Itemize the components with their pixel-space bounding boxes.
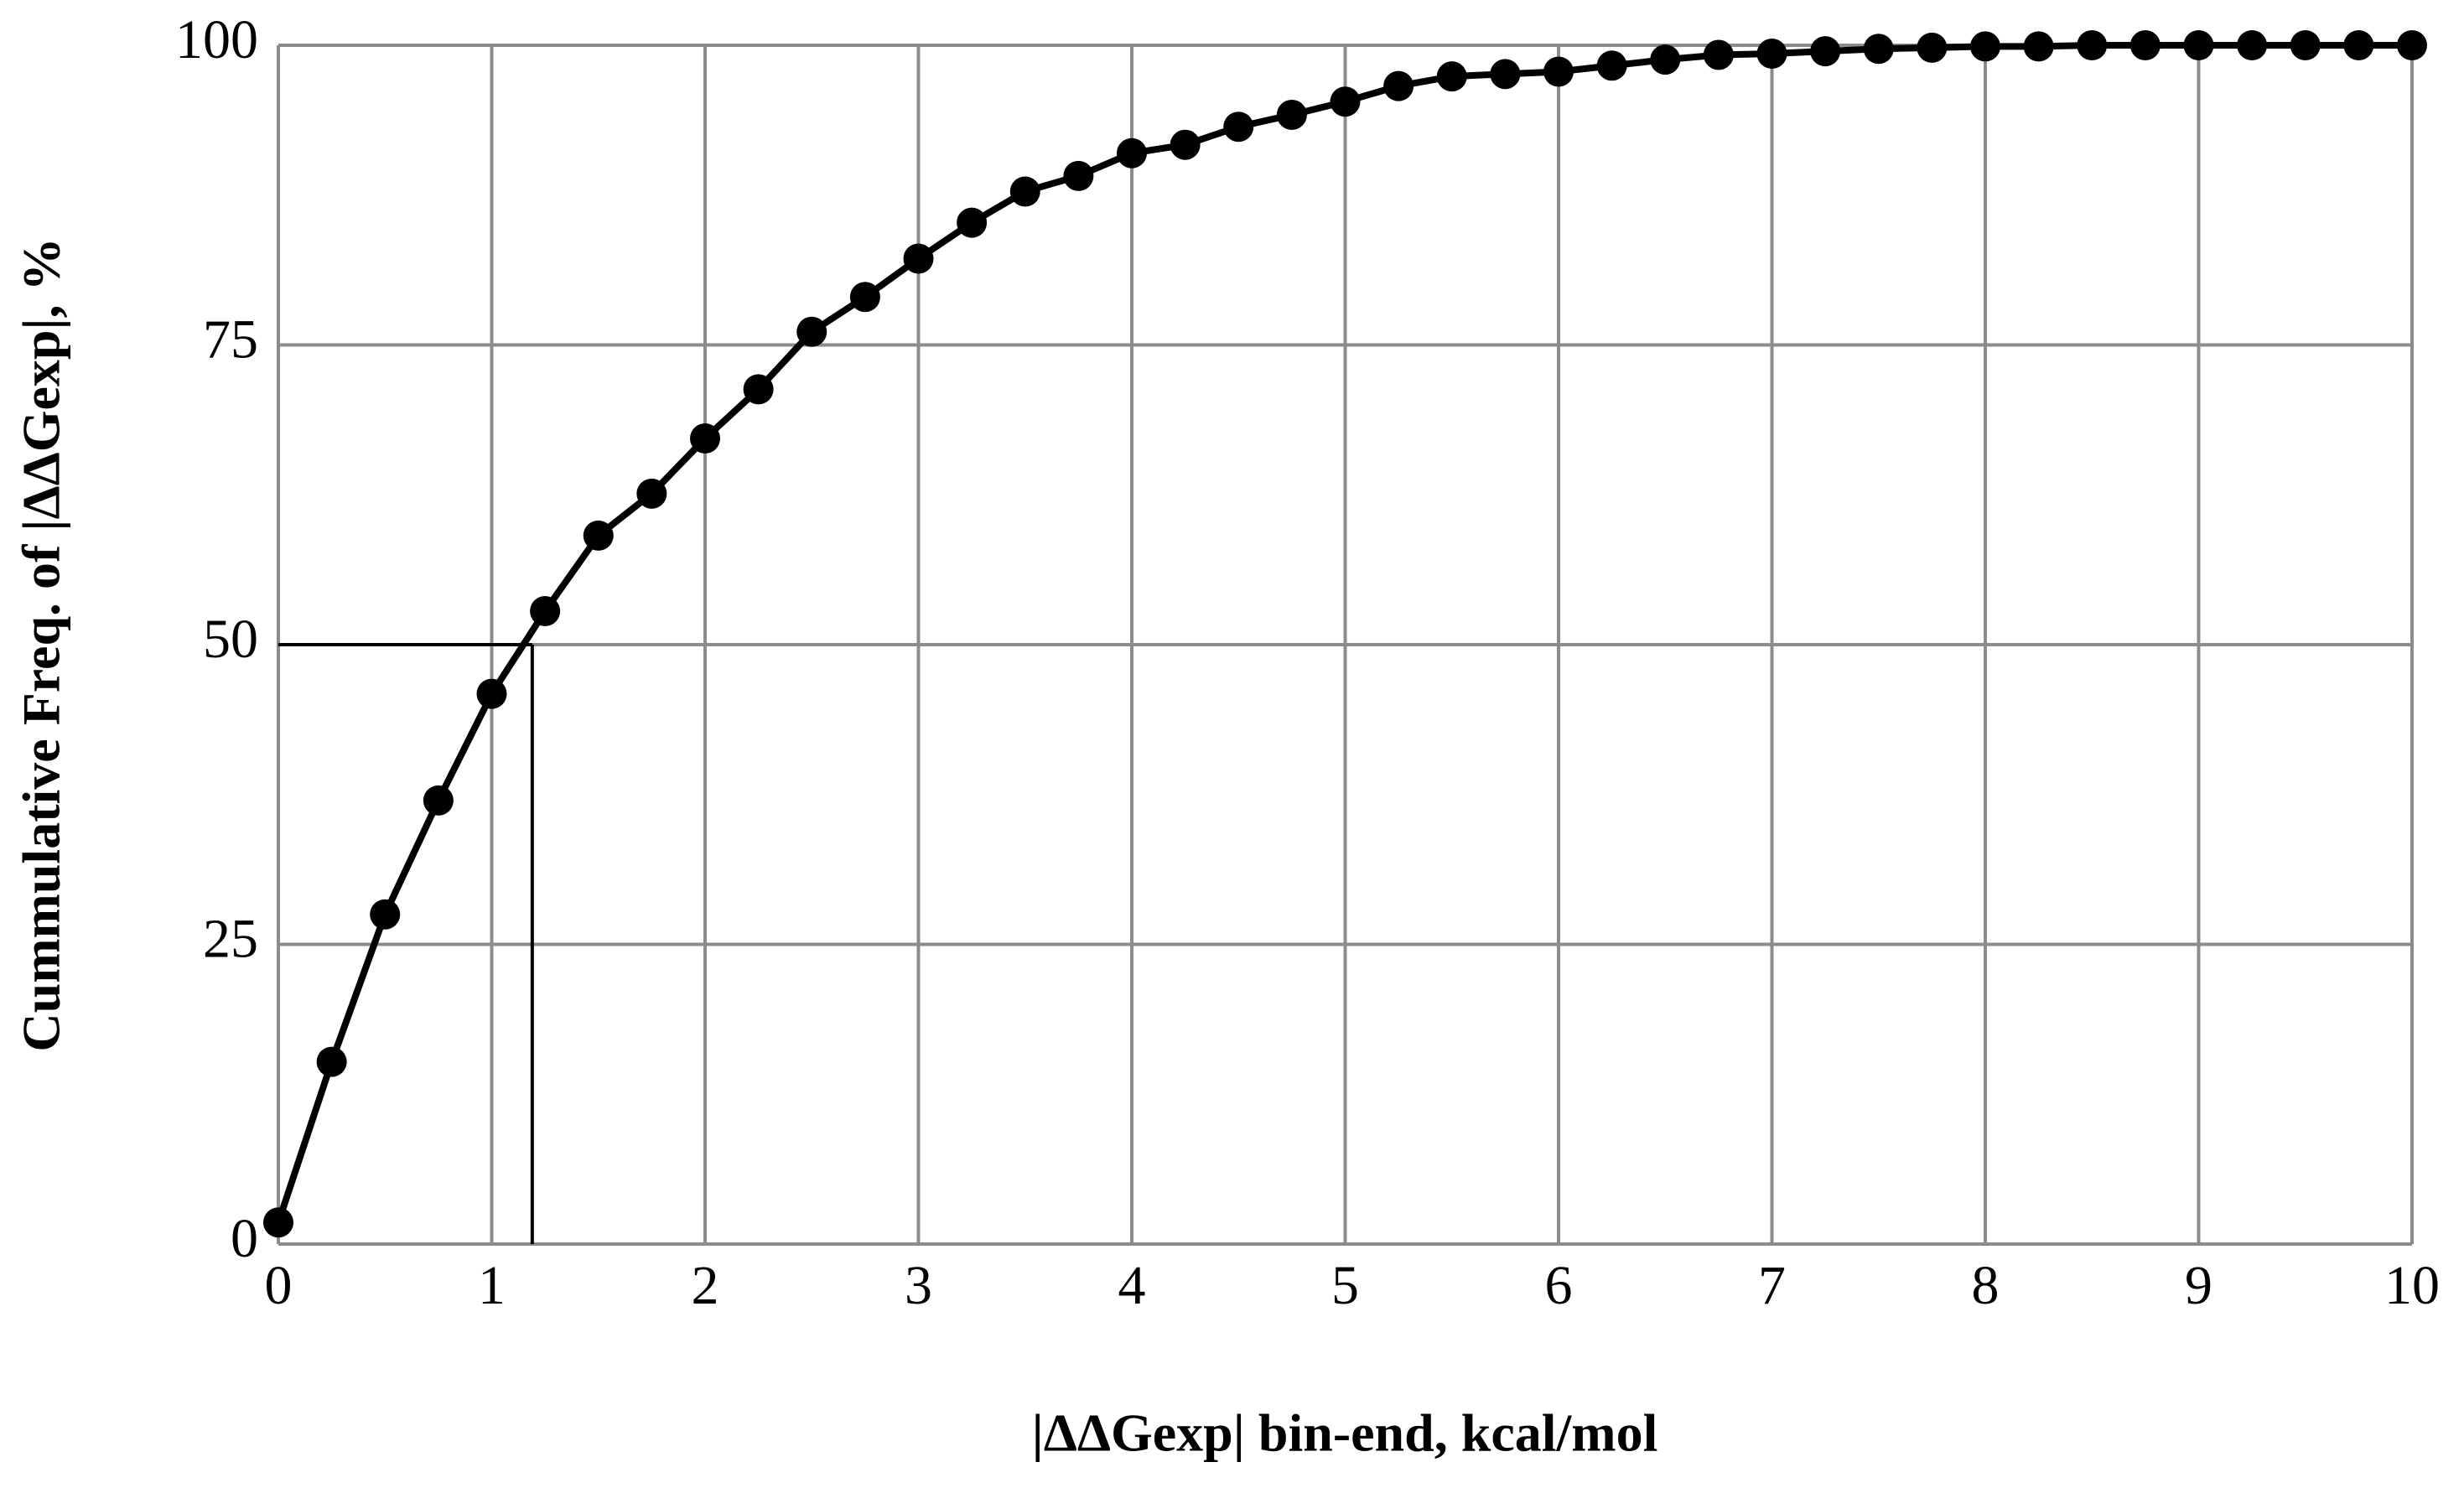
data-point: [1543, 56, 1574, 87]
data-point: [957, 207, 988, 238]
data-point: [370, 899, 401, 930]
data-point: [1063, 160, 1094, 191]
x-tick-label: 2: [692, 1255, 719, 1316]
x-tick-label: 0: [265, 1255, 293, 1316]
data-point: [849, 282, 880, 313]
data-point: [1970, 31, 2000, 62]
x-tick-label: 6: [1545, 1255, 1573, 1316]
data-point: [2183, 30, 2214, 60]
x-tick-label: 8: [1972, 1255, 2000, 1316]
x-tick-label: 5: [1331, 1255, 1359, 1316]
data-point: [1170, 129, 1201, 160]
data-point: [2237, 30, 2268, 60]
data-point: [903, 243, 934, 274]
data-point: [1917, 32, 1948, 63]
data-point: [1009, 176, 1040, 207]
data-point: [1117, 137, 1147, 169]
data-point: [1383, 70, 1414, 101]
data-point: [583, 520, 614, 551]
y-tick-label: 25: [203, 909, 258, 970]
data-point: [1276, 99, 1307, 130]
data-point: [423, 785, 454, 816]
data-point: [1223, 111, 1254, 143]
data-point: [476, 678, 507, 709]
x-tick-label: 3: [905, 1255, 932, 1316]
data-point: [316, 1046, 347, 1077]
x-tick-label: 7: [1758, 1255, 1786, 1316]
data-point: [2343, 30, 2374, 60]
y-tick-label: 75: [203, 309, 258, 371]
data-point: [263, 1207, 293, 1238]
data-point: [1810, 36, 1841, 67]
data-point: [1703, 39, 1734, 70]
data-point: [2023, 31, 2054, 62]
x-axis-title: |ΔΔGexp| bin-end, kcal/mol: [1032, 1403, 1658, 1463]
data-point: [2077, 30, 2108, 60]
y-axis-title: Cummulative Freq. of |ΔΔGexp|, %: [12, 237, 71, 1051]
data-point: [2129, 30, 2161, 60]
x-tick-label: 10: [2384, 1255, 2440, 1316]
data-point: [743, 374, 774, 405]
data-point: [530, 595, 561, 626]
y-tick-label: 50: [203, 609, 258, 670]
data-point: [1756, 39, 1787, 70]
x-tick-label: 4: [1118, 1255, 1146, 1316]
data-point: [2290, 30, 2321, 60]
data-point: [690, 423, 720, 454]
data-point: [1650, 44, 1681, 75]
data-point: [1490, 59, 1521, 90]
data-point: [2397, 30, 2427, 60]
data-point: [1436, 61, 1467, 92]
data-point: [1596, 50, 1627, 81]
x-tick-label: 9: [2185, 1255, 2212, 1316]
data-point: [636, 478, 667, 509]
y-tick-label: 0: [231, 1208, 258, 1269]
data-point: [1863, 34, 1894, 65]
y-tick-label: 100: [175, 9, 258, 70]
data-point: [796, 316, 827, 347]
x-tick-label: 1: [478, 1255, 506, 1316]
data-point: [1330, 86, 1361, 117]
